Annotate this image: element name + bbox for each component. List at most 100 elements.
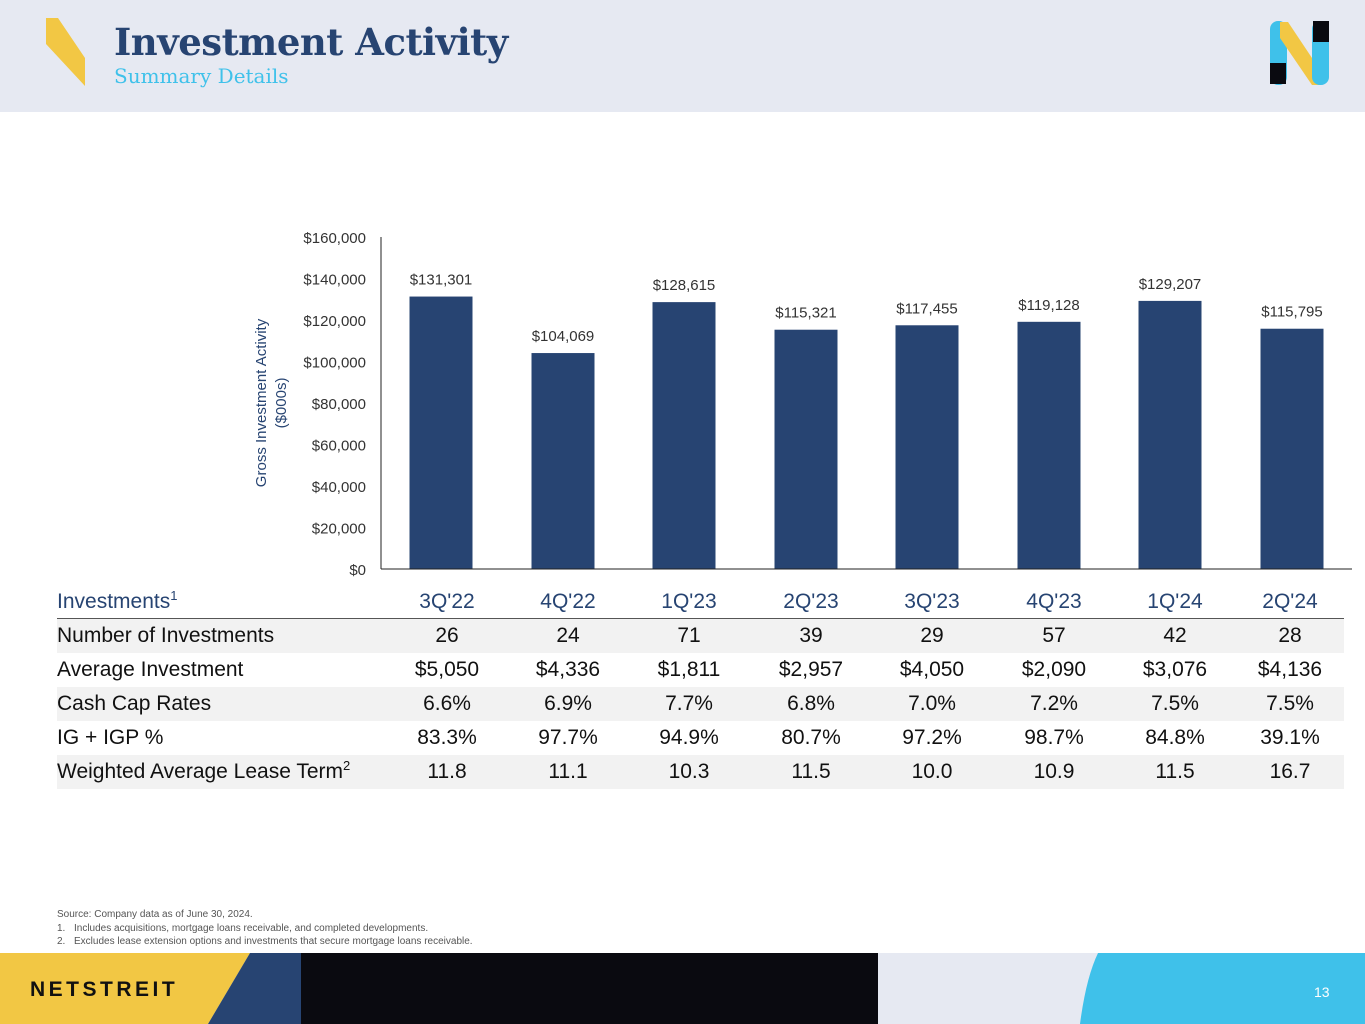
table-row: Number of Investments 26 24 71 39 29 57 42 28	[57, 619, 1344, 653]
table-cell: 24	[556, 624, 580, 647]
table-cell: 39	[799, 624, 823, 647]
page-number: 13	[1314, 984, 1330, 1000]
y-tick-label: $140,000	[303, 272, 366, 289]
data-label: $117,455	[896, 300, 957, 317]
y-axis-title-line1: Gross Investment Activity	[253, 318, 270, 487]
table-row-label-text: IG + IGP %	[57, 726, 164, 749]
table-header-row: Investments1 3Q'22 4Q'22 1Q'23 2Q'23 3Q'23 4Q'…	[57, 586, 1344, 619]
y-tick-label: $120,000	[303, 313, 366, 330]
table-cell: 10.0	[911, 760, 953, 783]
slide-header: Investment Activity Summary Details	[0, 0, 1365, 112]
bar-2Q23	[774, 329, 838, 569]
y-tick-label: $160,000	[303, 230, 366, 247]
data-label: $129,207	[1139, 276, 1202, 293]
table-row-label-text: Average Investment	[57, 658, 244, 681]
table-cell: 29	[920, 624, 944, 647]
table-row-label-text: Weighted Average Lease Term	[57, 760, 344, 783]
table-cell: 42	[1163, 624, 1187, 647]
table-cell: 94.9%	[659, 726, 719, 749]
table-cell: 16.7	[1269, 760, 1311, 783]
table-cell: 83.3%	[417, 726, 477, 749]
table-cell: 7.7%	[665, 692, 713, 715]
table-cell: 10.9	[1033, 760, 1075, 783]
y-tick-label: $20,000	[312, 521, 366, 538]
data-label: $128,615	[653, 277, 716, 294]
table-row-label: Cash Cap Rates	[57, 687, 211, 721]
bar-4Q22	[531, 353, 595, 569]
table-cell: 6.8%	[787, 692, 835, 715]
table-row: Average Investment $5,050 $4,336 $1,811 $2,9…	[57, 653, 1344, 687]
table-row-label: Weighted Average Lease Term2	[57, 755, 350, 789]
table-cell: 11.5	[1155, 760, 1195, 783]
y-tick-label: $80,000	[312, 396, 366, 413]
footnote-1: 1. Includes acquisitions, mortgage loans …	[57, 922, 429, 934]
bar-1Q23	[652, 302, 716, 569]
table-cell: $4,336	[535, 658, 601, 681]
page-title: Investment Activity	[114, 20, 508, 64]
y-tick-label: $60,000	[312, 438, 366, 455]
table-row: Weighted Average Lease Term2 11.8 11.1 10.3…	[57, 755, 1344, 789]
table-row-label: Average Investment	[57, 653, 243, 687]
y-axis-title-line2: ($000s)	[273, 378, 290, 429]
table-cell: 11.5	[791, 760, 831, 783]
bar-4Q23	[1017, 321, 1081, 569]
table-cell: 84.8%	[1145, 726, 1205, 749]
table-column-header: 4Q'22	[540, 590, 596, 613]
chevron-logo-icon	[46, 18, 85, 86]
table-cell: 7.5%	[1266, 692, 1314, 715]
table-cell: 97.2%	[902, 726, 962, 749]
data-label: $119,128	[1018, 297, 1079, 314]
table-cell: 97.7%	[538, 726, 598, 749]
brand-wordmark: NETSTREIT	[30, 978, 179, 1001]
table-column-header: 1Q'23	[661, 590, 717, 613]
table-cell: 6.9%	[544, 692, 592, 715]
page-subtitle: Summary Details	[114, 64, 289, 88]
table-cell: 39.1%	[1260, 726, 1320, 749]
table-cell: $4,050	[899, 658, 965, 681]
table-cell: $2,957	[778, 658, 844, 681]
slide-footer	[0, 953, 1365, 1024]
y-tick-label: $40,000	[312, 479, 366, 496]
table-row-label: IG + IGP %	[57, 721, 163, 755]
data-label: $115,321	[775, 305, 836, 322]
table-header-sup: 1	[170, 588, 178, 603]
table-cell: $5,050	[414, 658, 480, 681]
table-row-label-text: Number of Investments	[57, 624, 275, 647]
table-cell: $4,136	[1257, 658, 1323, 681]
data-label: $115,795	[1261, 304, 1322, 321]
table-header-text: Investments	[57, 590, 171, 613]
table-row-label: Number of Investments	[57, 619, 274, 653]
table-row-sup: 2	[343, 758, 351, 773]
table-column-header: 2Q'24	[1262, 590, 1318, 613]
table-cell: $3,076	[1142, 658, 1208, 681]
table-cell: 80.7%	[781, 726, 841, 749]
data-label: $104,069	[532, 328, 595, 345]
table-cell: 28	[1278, 624, 1302, 647]
table-column-header: 3Q'23	[904, 590, 960, 613]
table-row: IG + IGP % 83.3% 97.7% 94.9% 80.7% 97.2% 98.7%…	[57, 721, 1344, 755]
table-cell: 98.7%	[1024, 726, 1084, 749]
table-cell: 71	[677, 624, 701, 647]
table-header-label: Investments1	[57, 586, 177, 618]
netstreit-n-logo-icon	[1270, 21, 1329, 85]
table-cell: 7.5%	[1151, 692, 1199, 715]
table-cell: 11.8	[427, 760, 467, 783]
table-column-header: 3Q'22	[419, 590, 475, 613]
table-row-label-text: Cash Cap Rates	[57, 692, 212, 715]
table-column-header: 4Q'23	[1026, 590, 1082, 613]
investment-bar-chart: $0 $20,000 $40,000 $60,000 $80,000 $100,000 $1…	[253, 230, 1352, 579]
investments-table: Investments1 3Q'22 4Q'22 1Q'23 2Q'23 3Q'23 4Q'…	[57, 586, 1344, 789]
table-cell: 10.3	[668, 760, 710, 783]
table-column-header: 2Q'23	[783, 590, 839, 613]
table-cell: $1,811	[657, 658, 721, 681]
table-cell: $2,090	[1021, 658, 1087, 681]
bar-3Q22	[409, 296, 473, 569]
footnotes: Source: Company data as of June 30, 2024…	[57, 908, 473, 949]
table-cell: 7.0%	[908, 692, 956, 715]
data-label: $131,301	[410, 272, 473, 289]
bar-2Q24	[1260, 328, 1324, 569]
footnote-2: 2. Excludes lease extension options and i…	[57, 936, 473, 947]
table-cell: 11.1	[548, 760, 588, 783]
table-cell: 6.6%	[423, 692, 471, 715]
bar-3Q23	[895, 325, 959, 569]
